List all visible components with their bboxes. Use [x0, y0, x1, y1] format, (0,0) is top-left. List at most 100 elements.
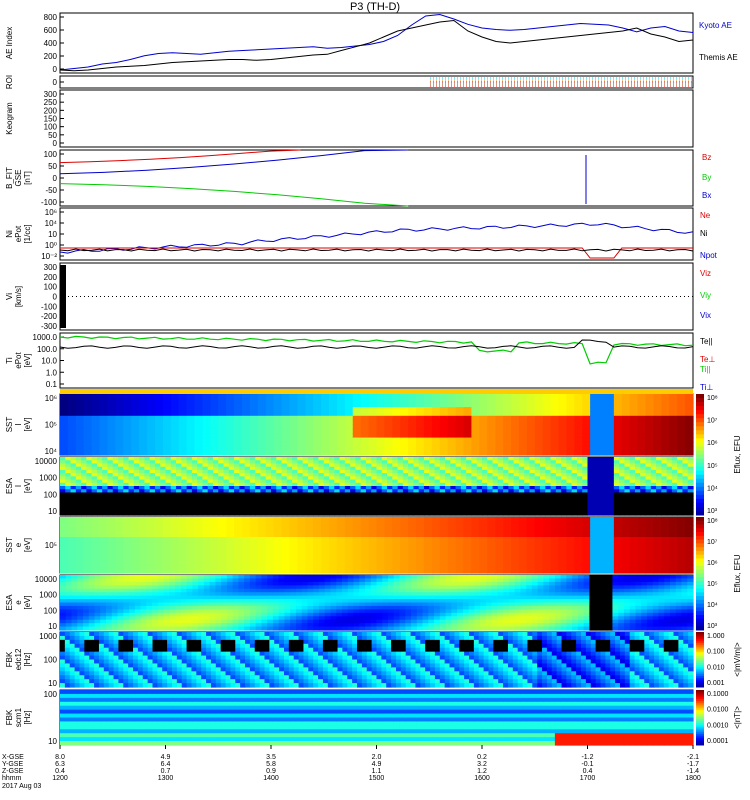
heatmap-sst_elec-cell	[558, 557, 567, 562]
heatmap-sst_ion-cell	[266, 429, 275, 434]
heatmap-sst_ion-cell	[234, 425, 243, 430]
heatmap-sst_ion-cell	[60, 438, 69, 443]
heatmap-sst_ion-cell	[424, 433, 433, 438]
heatmap-sst_elec-cell	[630, 533, 639, 538]
heatmap-esa_elec-cell	[112, 589, 118, 593]
heatmap-sst_ion-cell	[392, 425, 401, 430]
heatmap-sst_elec-cell	[321, 569, 330, 574]
heatmap-sst_elec-cell	[669, 537, 678, 542]
heatmap-sst_ion-cell	[266, 438, 275, 443]
heatmap-sst_elec-cell	[92, 517, 101, 522]
heatmap-sst_elec-cell	[464, 537, 473, 542]
heatmap-sst_elec-cell	[250, 569, 259, 574]
heatmap-sst_ion-cell	[495, 420, 504, 425]
heatmap-sst_ion-cell	[495, 425, 504, 430]
heatmap-sst_ion-cell	[527, 407, 536, 412]
heatmap-esa_ion-cell	[166, 512, 172, 516]
heatmap-sst_ion-cell	[313, 425, 322, 430]
heatmap-sst_elec-cell	[147, 529, 156, 534]
heatmap-sst_ion-cell	[345, 394, 354, 399]
heatmap-sst_ion-cell	[297, 416, 306, 421]
heatmap-sst_elec-cell	[139, 549, 148, 554]
heatmap-sst_elec-cell	[195, 545, 204, 550]
heatmap-sst_ion-cell	[345, 442, 354, 447]
heatmap-sst_ion-cell	[187, 446, 196, 451]
heatmap-sst_ion-cell	[115, 416, 124, 421]
heatmap-esa_ion-cell	[603, 512, 609, 516]
heatmap-sst_elec-cell	[377, 549, 386, 554]
heatmap-sst_elec-cell	[289, 545, 298, 550]
heatmap-sst_elec-cell	[606, 521, 615, 526]
heatmap-sst_elec-cell	[503, 565, 512, 570]
heatmap-sst_ion-cell	[582, 411, 591, 416]
heatmap-sst_elec-cell	[289, 565, 298, 570]
heatmap-sst_elec-cell	[527, 517, 536, 522]
heatmap-esa_elec-cell	[129, 627, 135, 631]
heatmap-sst_ion-cell	[369, 403, 378, 408]
heatmap-sst_elec-cell	[669, 561, 678, 566]
heatmap-sst_elec-cell	[84, 521, 93, 526]
heatmap-sst_ion-cell	[614, 438, 623, 443]
heatmap-sst_elec-cell	[646, 525, 655, 530]
heatmap-sst_ion-cell	[115, 407, 124, 412]
heatmap-sst_elec-cell	[258, 561, 267, 566]
heatmap-sst_ion-cell	[630, 438, 639, 443]
panel-esa_ion-ytick: 1000	[39, 474, 57, 483]
heatmap-sst_elec-cell	[84, 541, 93, 546]
heatmap-esa_ion-cell	[65, 512, 71, 516]
heatmap-sst_ion-cell	[400, 433, 409, 438]
heatmap-sst_elec-cell	[179, 541, 188, 546]
heatmap-sst_elec-cell	[384, 569, 393, 574]
heatmap-sst_ion-cell	[487, 425, 496, 430]
heatmap-sst_elec-cell	[92, 569, 101, 574]
heatmap-sst_elec-cell	[84, 545, 93, 550]
heatmap-sst_ion-cell	[337, 429, 346, 434]
heatmap-sst_ion-cell	[297, 403, 306, 408]
heatmap-sst_ion-cell	[60, 416, 69, 421]
heatmap-sst_elec-cell	[305, 541, 314, 546]
heatmap-sst_elec-cell	[424, 533, 433, 538]
heatmap-sst_elec-cell	[487, 565, 496, 570]
heatmap-sst_elec-cell	[464, 553, 473, 558]
heatmap-sst_elec-cell	[266, 521, 275, 526]
heatmap-sst_elec-cell	[345, 569, 354, 574]
heatmap-esa_elec-cell	[146, 589, 152, 593]
heatmap-sst_ion-cell	[598, 416, 607, 421]
heatmap-sst_ion-cell	[630, 407, 639, 412]
heatmap-sst_ion-cell	[646, 394, 655, 399]
panel-sst_ion-ylabel: I	[14, 423, 23, 425]
heatmap-sst_ion-cell	[622, 429, 631, 434]
heatmap-sst_ion-cell	[305, 420, 314, 425]
heatmap-sst_ion-cell	[282, 407, 291, 412]
heatmap-sst_ion-cell	[84, 411, 93, 416]
heatmap-sst_elec-cell	[582, 569, 591, 574]
heatmap-sst_elec-cell	[147, 557, 156, 562]
heatmap-esa_elec-cell	[66, 603, 72, 607]
heatmap-sst_elec-cell	[535, 517, 544, 522]
heatmap-sst_ion-cell	[661, 411, 670, 416]
heatmap-sst_ion-cell	[384, 433, 393, 438]
heatmap-esa_elec-cell	[146, 575, 152, 579]
heatmap-sst_ion-cell	[582, 394, 591, 399]
heatmap-sst_elec-cell	[171, 561, 180, 566]
heatmap-sst_ion-cell	[163, 438, 172, 443]
heatmap-sst_elec-cell	[598, 517, 607, 522]
heatmap-sst_ion-cell	[408, 398, 417, 403]
heatmap-sst_ion-cell	[614, 442, 623, 447]
heatmap-sst_ion-cell	[448, 451, 457, 456]
heatmap-sst_elec-cell	[202, 537, 211, 542]
heatmap-sst_elec-cell	[305, 537, 314, 542]
heatmap-sst_ion-cell	[503, 416, 512, 421]
heatmap-sst_ion-cell	[566, 446, 575, 451]
heatmap-sst_elec-cell	[369, 525, 378, 530]
heatmap-sst_elec-cell	[606, 565, 615, 570]
heatmap-sst_ion-cell	[258, 429, 267, 434]
heatmap-sst_elec-cell	[250, 525, 259, 530]
heatmap-sst_elec-cell	[566, 525, 575, 530]
heatmap-sst_ion-cell	[187, 425, 196, 430]
heatmap-sst_elec-cell	[179, 553, 188, 558]
heatmap-sst_ion-cell	[337, 438, 346, 443]
heatmap-sst_ion	[60, 394, 694, 456]
heatmap-sst_ion-cell	[598, 394, 607, 399]
heatmap-sst_elec-cell	[68, 549, 77, 554]
